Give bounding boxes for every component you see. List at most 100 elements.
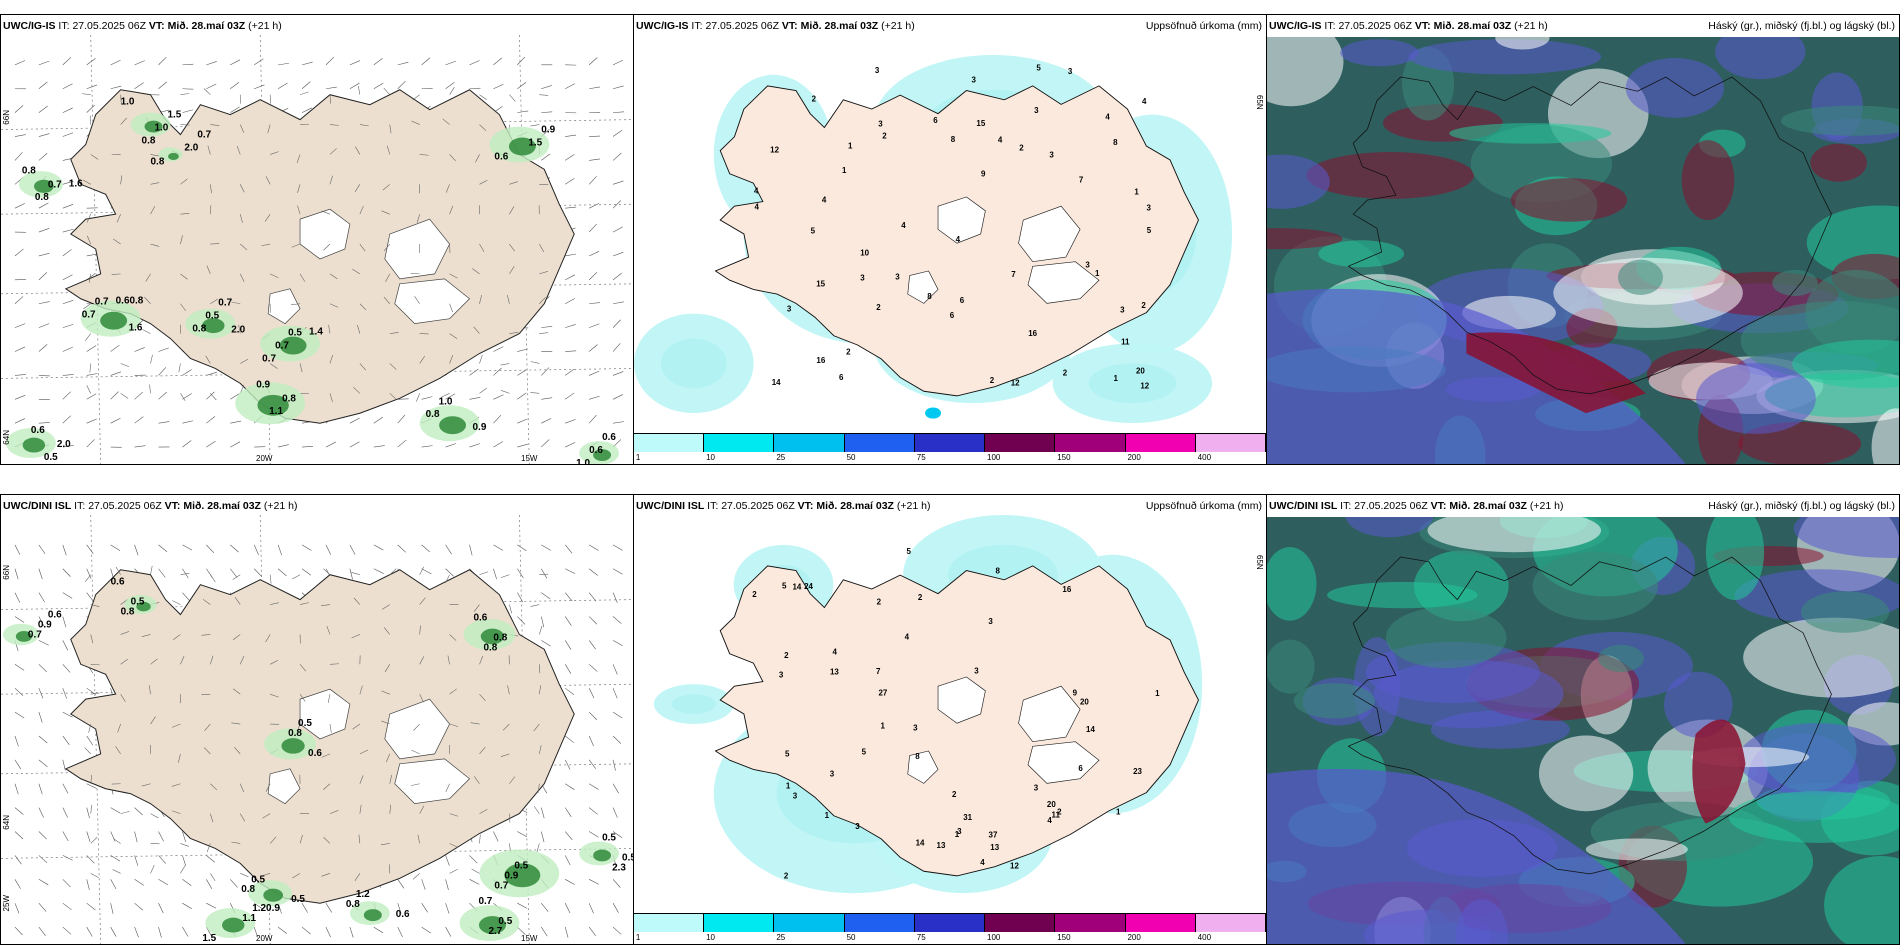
precip-value: 6 (950, 311, 955, 320)
wind-barb (110, 85, 122, 90)
wind-barb (86, 385, 91, 394)
wind-barb (500, 390, 510, 394)
wind-barb (419, 694, 424, 703)
wind-barb (38, 153, 48, 161)
wind-barb (253, 926, 259, 938)
precip-value: 23 (1133, 767, 1142, 776)
wind-barb (541, 640, 551, 647)
wind-barb (479, 834, 481, 844)
wind-barb (449, 843, 458, 848)
wind-barb (144, 296, 151, 304)
wind-barb (182, 420, 194, 424)
wind-barb (62, 324, 74, 328)
precip-value: 2 (812, 95, 817, 104)
wind-barb (541, 439, 550, 448)
coastline (1347, 556, 1832, 875)
precip-value: 0.5 (498, 916, 512, 927)
wind-barb (564, 927, 569, 938)
low-cloud (1793, 515, 1899, 558)
wind-barb (473, 326, 480, 334)
wind-barb (210, 574, 216, 583)
glacier (1027, 741, 1100, 784)
wind-barb (270, 151, 279, 155)
heavy-precip-area (593, 449, 612, 462)
wind-barb (517, 369, 527, 376)
glacier (937, 196, 986, 244)
lon-label-15w: 15W (521, 454, 538, 463)
wind-barb (612, 129, 623, 137)
wind-barb (329, 810, 339, 814)
precip-value: 4 (980, 858, 985, 867)
wind-barb (134, 82, 144, 89)
wind-barb (14, 831, 24, 840)
wind-barb (449, 205, 454, 215)
wind-barb (270, 660, 279, 665)
precip-value: 4 (1105, 113, 1110, 122)
precip-value: 1.5 (202, 933, 216, 944)
mid-cloud (1449, 123, 1612, 144)
wind-barb (206, 416, 216, 424)
wind-barb (397, 398, 409, 400)
wind-barb (612, 831, 623, 838)
wind-barb (397, 879, 405, 889)
wind-barb (509, 776, 516, 784)
heavy-precip-area (279, 336, 307, 355)
low-cloud (1715, 35, 1806, 80)
wind-barb (588, 711, 598, 721)
wind-barb (382, 604, 390, 610)
wind-barb (539, 243, 545, 252)
panel-header: UWC/DINI ISL IT: 27.05.2025 06Z VT: Mið.… (3, 500, 298, 512)
wind-barb (231, 841, 241, 844)
wind-barb (612, 735, 622, 744)
wind-barb (178, 363, 181, 373)
wind-barb (172, 634, 181, 640)
wind-barb (120, 363, 130, 367)
precip-value: 2 (784, 871, 789, 880)
wind-map-svg: 1.00.70.72.0 0.50.60.8 1.02.00.60.81.50.80… (1, 35, 633, 464)
convective-cloud (1267, 228, 1343, 250)
high-cloud (1267, 639, 1315, 694)
wind-barb (565, 274, 576, 281)
wind-barb (180, 273, 188, 280)
wind-barb (253, 544, 259, 556)
precip-value: 0.9 (38, 619, 52, 630)
precip-value: 3 (974, 666, 979, 675)
wind-barb (321, 604, 330, 607)
precip-value: 27 (878, 689, 887, 698)
wind-barb (410, 783, 420, 786)
wind-barb (613, 421, 624, 424)
precip-value: 6 (933, 116, 938, 125)
wind-barb (325, 86, 337, 90)
precip-value: 0.5 (251, 874, 265, 885)
wind-barb (62, 711, 73, 718)
colorbar-segment (985, 914, 1056, 932)
wind-barb (352, 723, 361, 730)
wind-barb (38, 711, 43, 723)
precip-value: 0.5 (291, 894, 305, 905)
wind-barb (389, 774, 392, 784)
wind-barb (373, 58, 383, 66)
wind-barb (230, 59, 241, 66)
wind-barb (329, 354, 334, 364)
wind-barb (158, 855, 167, 864)
wind-barb (62, 204, 74, 209)
wind-barb (383, 627, 391, 635)
wind-barb (588, 616, 598, 625)
precip-value: 1.0 (155, 123, 169, 134)
precip-value: 2 (752, 590, 757, 599)
mid-cloud (1824, 856, 1899, 944)
wind-barb (445, 82, 455, 89)
wind-barb (180, 393, 186, 402)
wind-barb (509, 181, 519, 185)
wind-barb (82, 179, 91, 185)
precip-value: 20 (1047, 800, 1056, 809)
wind-barb (329, 663, 339, 665)
wind-barb (62, 688, 67, 699)
wind-barb (234, 597, 241, 605)
cloud-map-svg (1267, 35, 1899, 464)
wind-barb (612, 544, 623, 551)
cloud-top (1871, 408, 1899, 464)
wind-barb (84, 333, 91, 341)
wind-barb (14, 616, 25, 623)
wind-barb (62, 735, 70, 745)
